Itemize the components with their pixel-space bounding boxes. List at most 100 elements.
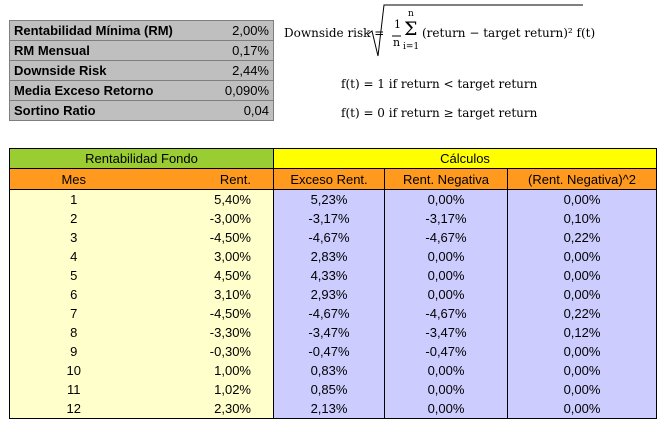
cell-rent-negativa-sq[interactable]: 0,00% (506, 399, 658, 419)
cell-exceso-rent[interactable]: 0,85% (273, 380, 385, 399)
cell-exceso-rent[interactable]: -3,17% (273, 209, 385, 228)
cell-rent[interactable]: 1,00% (137, 361, 274, 380)
summary-value[interactable]: 2,44% (210, 60, 274, 81)
group-header-row: Rentabilidad Fondo Cálculos (9, 148, 658, 169)
fraction-numerator: 1 (394, 18, 401, 31)
cell-rent-negativa[interactable]: -4,67% (384, 228, 508, 247)
cell-mes[interactable]: 8 (9, 323, 138, 342)
cell-rent-negativa-sq[interactable]: 0,00% (506, 342, 658, 361)
cell-mes[interactable]: 2 (9, 209, 138, 228)
summary-value[interactable]: 0,090% (210, 80, 274, 101)
cell-rent-negativa[interactable]: 0,00% (384, 247, 508, 266)
cell-exceso-rent[interactable]: 0,83% (273, 361, 385, 380)
cell-rent-negativa[interactable]: -4,67% (384, 304, 508, 323)
cell-rent[interactable]: -4,50% (137, 304, 274, 323)
summary-value[interactable]: 0,04 (243, 103, 269, 118)
cell-mes[interactable]: 11 (9, 380, 138, 399)
cell-rent-negativa[interactable]: -3,17% (384, 209, 508, 228)
table-row: 6 3,10% 2,93% 0,00% 0,00% (9, 285, 658, 304)
condition-two: f(t) = 0 if return ≥ target return (341, 106, 538, 120)
cell-rent[interactable]: 1,02% (137, 380, 274, 399)
group-header-fondo[interactable]: Rentabilidad Fondo (9, 148, 274, 169)
cell-rent-negativa[interactable]: 0,00% (384, 189, 508, 209)
table-row: 1 5,40% 5,23% 0,00% 0,00% (9, 189, 658, 209)
cell-rent[interactable]: 3,00% (137, 247, 274, 266)
cell-mes[interactable]: 3 (9, 228, 138, 247)
cell-rent-negativa-sq[interactable]: 0,00% (506, 266, 658, 285)
cell-rent[interactable]: -4,50% (137, 228, 274, 247)
summary-label[interactable]: Downside Risk (9, 60, 211, 81)
cell-rent-negativa[interactable]: 0,00% (384, 380, 508, 399)
column-header-rent-negativa[interactable]: Rent. Negativa (384, 168, 508, 190)
cell-rent-negativa[interactable]: 0,00% (384, 361, 508, 380)
cell-rent-negativa-sq[interactable]: 0,22% (506, 228, 658, 247)
sum-lower-limit: i=1 (403, 42, 420, 52)
column-header-rent-negativa-sq[interactable]: (Rent. Negativa)^2 (506, 168, 658, 190)
cell-exceso-rent[interactable]: 5,23% (273, 189, 385, 209)
cell-exceso-rent[interactable]: 2,13% (273, 399, 385, 419)
cell-exceso-rent[interactable]: -4,67% (273, 304, 385, 323)
downside-risk-formula: Downside risk = 1 n n Σ i=1 (return − ta… (284, 4, 595, 129)
fraction-denominator: n (393, 36, 401, 49)
summary-row: Media Exceso Retorno 0,090% (9, 80, 274, 101)
cell-rent-negativa-sq[interactable]: 0,12% (506, 323, 658, 342)
table-row: 8 -3,30% -3,47% -3,47% 0,12% (9, 323, 658, 342)
cell-rent-negativa-sq[interactable]: 0,00% (506, 380, 658, 399)
cell-exceso-rent[interactable]: -4,67% (273, 228, 385, 247)
cell-mes[interactable]: 10 (9, 361, 138, 380)
cell-rent-negativa-sq[interactable]: 0,00% (506, 247, 658, 266)
cell-rent[interactable]: -0,30% (137, 342, 274, 361)
cell-mes[interactable]: 9 (9, 342, 138, 361)
cell-rent[interactable]: 5,40% (137, 189, 274, 209)
cell-rent-negativa-sq[interactable]: 0,00% (506, 361, 658, 380)
cell-rent[interactable]: -3,30% (137, 323, 274, 342)
column-header-row: Mes Rent. Exceso Rent. Rent. Negativa (R… (9, 168, 658, 190)
cell-rent-negativa-sq[interactable]: 0,00% (506, 285, 658, 304)
summary-label[interactable]: Sortino Ratio (14, 103, 96, 118)
cell-mes[interactable]: 6 (9, 285, 138, 304)
cell-exceso-rent[interactable]: 2,93% (273, 285, 385, 304)
cell-rent[interactable]: 2,30% (137, 399, 274, 419)
column-header-exceso-rent[interactable]: Exceso Rent. (273, 168, 385, 190)
cell-rent-negativa-sq[interactable]: 0,22% (506, 304, 658, 323)
summary-label[interactable]: Media Exceso Retorno (9, 80, 211, 101)
summary-row: Rentabilidad Mínima (RM) 2,00% (9, 20, 274, 41)
cell-mes[interactable]: 5 (9, 266, 138, 285)
cell-rent-negativa[interactable]: -0,47% (384, 342, 508, 361)
cell-mes[interactable]: 4 (9, 247, 138, 266)
summary-value[interactable]: 2,00% (210, 20, 274, 41)
column-header-mes[interactable]: Mes (9, 168, 138, 190)
summary-label[interactable]: RM Mensual (9, 40, 211, 61)
cell-exceso-rent[interactable]: -3,47% (273, 323, 385, 342)
returns-table: Rentabilidad Fondo Cálculos Mes Rent. Ex… (9, 148, 658, 419)
table-row: 4 3,00% 2,83% 0,00% 0,00% (9, 247, 658, 266)
summary-row: Downside Risk 2,44% (9, 60, 274, 81)
cell-rent[interactable]: -3,00% (137, 209, 274, 228)
summary-row: Sortino Ratio 0,04 (10, 101, 274, 121)
cell-rent-negativa[interactable]: 0,00% (384, 266, 508, 285)
group-header-calculos[interactable]: Cálculos (272, 148, 658, 169)
summary-value[interactable]: 0,17% (210, 40, 274, 61)
cell-exceso-rent[interactable]: 4,33% (273, 266, 385, 285)
table-row: 2 -3,00% -3,17% -3,17% 0,10% (9, 209, 658, 228)
column-header-rent[interactable]: Rent. (137, 168, 274, 190)
summary-table: Rentabilidad Mínima (RM) 2,00% RM Mensua… (9, 20, 274, 121)
cell-exceso-rent[interactable]: -0,47% (273, 342, 385, 361)
cell-rent-negativa[interactable]: 0,00% (384, 399, 508, 419)
formula-lhs: Downside risk = (284, 26, 385, 40)
cell-exceso-rent[interactable]: 2,83% (273, 247, 385, 266)
summary-row: RM Mensual 0,17% (9, 40, 274, 61)
cell-rent-negativa[interactable]: -3,47% (384, 323, 508, 342)
table-row: 11 1,02% 0,85% 0,00% 0,00% (9, 380, 658, 399)
cell-rent[interactable]: 3,10% (137, 285, 274, 304)
cell-rent-negativa-sq[interactable]: 0,00% (506, 189, 658, 209)
cell-rent-negativa-sq[interactable]: 0,10% (506, 209, 658, 228)
sum-upper-limit: n (408, 9, 414, 19)
cell-mes[interactable]: 12 (9, 399, 138, 419)
cell-mes[interactable]: 7 (9, 304, 138, 323)
cell-rent-negativa[interactable]: 0,00% (384, 285, 508, 304)
table-row: 5 4,50% 4,33% 0,00% 0,00% (9, 266, 658, 285)
summary-label[interactable]: Rentabilidad Mínima (RM) (9, 20, 211, 41)
cell-mes[interactable]: 1 (9, 189, 138, 209)
cell-rent[interactable]: 4,50% (137, 266, 274, 285)
